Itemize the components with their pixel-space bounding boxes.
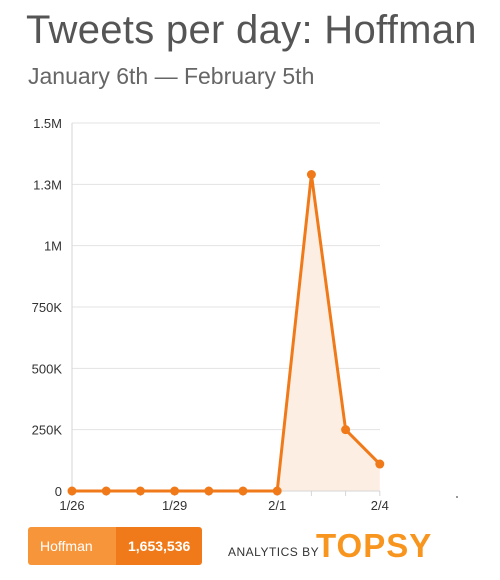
line-layer <box>70 173 382 493</box>
data-point <box>135 486 145 496</box>
analytics-label: ANALYTICS BY <box>228 545 320 559</box>
decorative-dot <box>456 496 458 498</box>
data-point <box>67 486 77 496</box>
x-tick-label: 2/4 <box>371 498 389 513</box>
data-point <box>341 425 351 435</box>
data-point <box>170 486 180 496</box>
data-point <box>272 486 282 496</box>
y-tick-label: 500K <box>32 361 63 376</box>
data-point <box>204 486 214 496</box>
area-layer <box>72 174 380 491</box>
point-layer <box>67 170 385 496</box>
total-badge: Hoffman 1,653,536 <box>28 527 203 565</box>
y-tick-label: 1M <box>44 239 62 254</box>
chart-title: Tweets per day: Hoffman <box>26 8 477 52</box>
topsy-logo: TOPSY <box>316 527 433 564</box>
y-tick-label: 1.3M <box>33 177 62 192</box>
tweets-chart: 0 250K 500K 750K 1M 1.3M 1.5M 1/26 1/29 2/1 2/4 <box>32 116 389 513</box>
x-tick-label: 1/26 <box>59 498 84 513</box>
y-tick-labels: 0 250K 500K 750K 1M 1.3M 1.5M <box>32 116 63 499</box>
x-tick-label: 1/29 <box>162 498 187 513</box>
data-point <box>306 170 316 180</box>
y-tick-label: 0 <box>55 484 62 499</box>
x-tick-label: 2/1 <box>268 498 286 513</box>
chart-subtitle: January 6th — February 5th <box>28 63 315 89</box>
data-point <box>375 459 385 469</box>
data-point <box>101 486 111 496</box>
y-tick-label: 1.5M <box>33 116 62 131</box>
y-tick-label: 250K <box>32 423 63 438</box>
series-area <box>72 174 380 491</box>
x-tick-labels: 1/26 1/29 2/1 2/4 <box>59 498 388 513</box>
badge-term: Hoffman <box>28 527 116 565</box>
badge-count: 1,653,536 <box>116 527 203 565</box>
data-point <box>238 486 248 496</box>
series-line <box>70 173 382 493</box>
y-tick-label: 750K <box>32 300 63 315</box>
